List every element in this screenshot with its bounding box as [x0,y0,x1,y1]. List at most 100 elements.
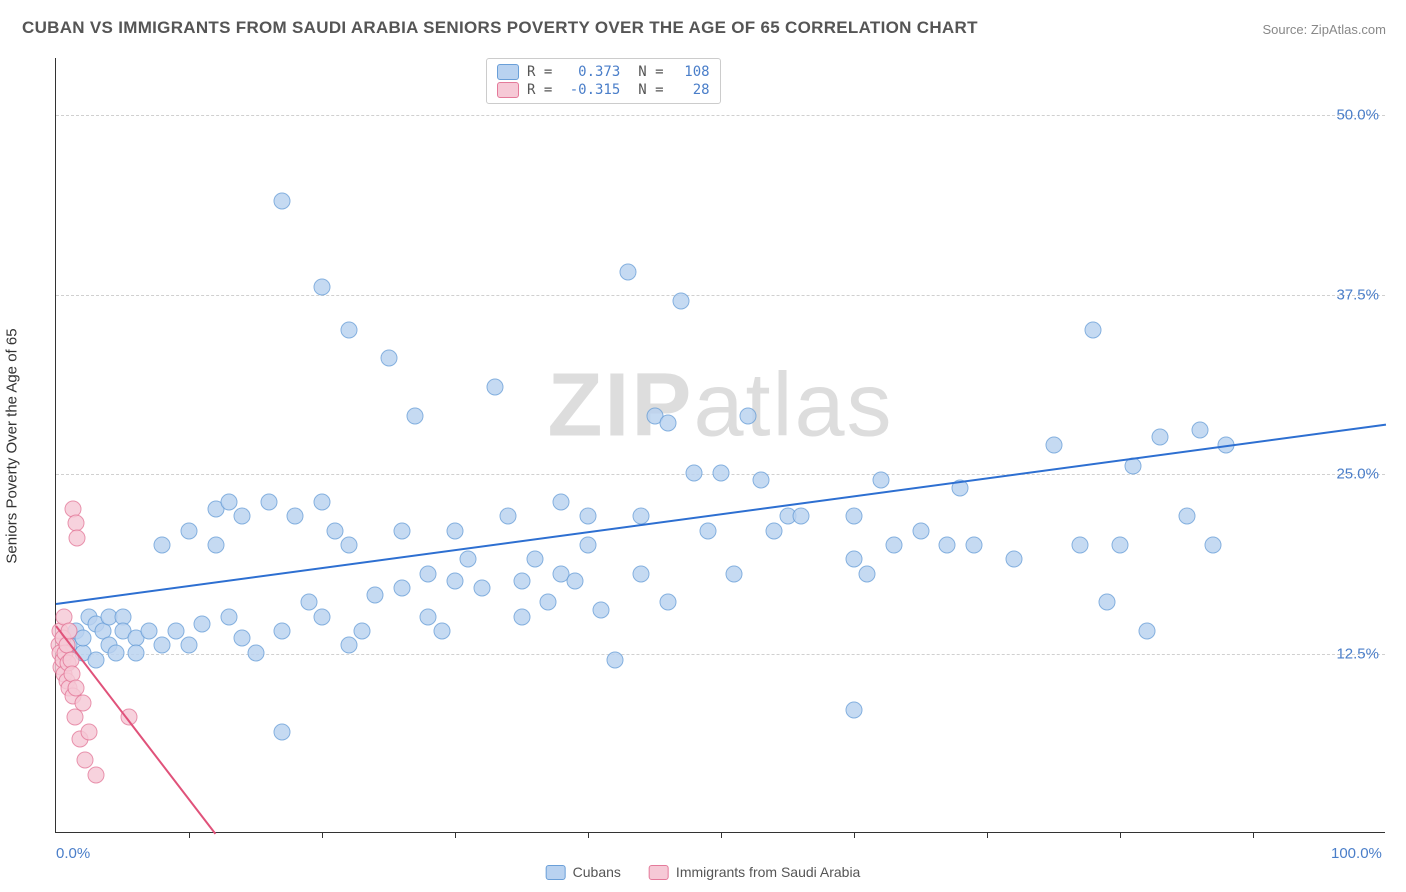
data-point [872,472,889,489]
watermark-light: atlas [693,356,893,456]
data-point [1098,594,1115,611]
data-point [553,493,570,510]
legend-label: Cubans [573,864,621,880]
data-point [513,608,530,625]
data-point [1005,551,1022,568]
data-point [699,522,716,539]
scatter-plot-area: ZIPatlas R =0.373N =108R =-0.315N =28 12… [55,58,1385,833]
x-tick-mark [588,832,589,838]
x-tick-mark [1120,832,1121,838]
x-tick-mark [721,832,722,838]
legend-swatch [546,865,566,880]
data-point [912,522,929,539]
source-attribution: Source: ZipAtlas.com [1262,22,1386,37]
data-point [659,414,676,431]
data-point [433,623,450,640]
n-value: 28 [672,82,710,98]
data-point [726,565,743,582]
data-point [500,508,517,525]
data-point [846,702,863,719]
data-point [247,644,264,661]
r-value: -0.315 [560,82,620,98]
data-point [194,615,211,632]
data-point [673,292,690,309]
data-point [513,572,530,589]
data-point [846,551,863,568]
data-point [580,508,597,525]
watermark: ZIPatlas [547,355,893,458]
gridline [56,295,1385,296]
y-tick-label: 37.5% [1336,286,1379,303]
data-point [1085,321,1102,338]
n-label: N = [638,64,663,80]
n-value: 108 [672,64,710,80]
legend-item: Immigrants from Saudi Arabia [649,864,860,880]
data-point [752,472,769,489]
data-point [353,623,370,640]
data-point [154,637,171,654]
data-point [420,565,437,582]
data-point [1178,508,1195,525]
data-point [686,465,703,482]
r-label: R = [527,82,552,98]
legend-swatch [497,82,519,98]
data-point [274,623,291,640]
data-point [287,508,304,525]
correlation-legend: R =0.373N =108R =-0.315N =28 [486,58,721,104]
data-point [540,594,557,611]
data-point [1151,429,1168,446]
data-point [181,637,198,654]
correlation-row: R =0.373N =108 [497,63,710,81]
data-point [593,601,610,618]
n-label: N = [638,82,663,98]
data-point [460,551,477,568]
r-label: R = [527,64,552,80]
x-tick-mark [854,832,855,838]
data-point [260,493,277,510]
data-point [393,522,410,539]
data-point [74,694,91,711]
x-tick-mark [322,832,323,838]
data-point [220,493,237,510]
data-point [619,264,636,281]
data-point [1138,623,1155,640]
correlation-row: R = -0.315 N = 28 [497,81,710,99]
source-link[interactable]: ZipAtlas.com [1311,22,1386,37]
data-point [1205,536,1222,553]
chart-title: CUBAN VS IMMIGRANTS FROM SAUDI ARABIA SE… [22,18,978,38]
legend-label: Immigrants from Saudi Arabia [676,864,860,880]
y-tick-label: 12.5% [1336,645,1379,662]
data-point [154,536,171,553]
data-point [220,608,237,625]
source-prefix: Source: [1262,22,1310,37]
data-point [407,407,424,424]
data-point [300,594,317,611]
data-point [340,536,357,553]
data-point [766,522,783,539]
data-point [127,644,144,661]
data-point [181,522,198,539]
data-point [1072,536,1089,553]
data-point [107,644,124,661]
data-point [486,379,503,396]
data-point [314,278,331,295]
legend-swatch [649,865,669,880]
data-point [340,321,357,338]
x-tick-mark [455,832,456,838]
data-point [69,529,86,546]
data-point [965,536,982,553]
data-point [340,637,357,654]
data-point [380,350,397,367]
data-point [633,565,650,582]
data-point [167,623,184,640]
y-tick-label: 25.0% [1336,466,1379,483]
data-point [566,572,583,589]
data-point [1112,536,1129,553]
data-point [859,565,876,582]
data-point [141,623,158,640]
data-point [207,536,224,553]
data-point [314,608,331,625]
data-point [274,192,291,209]
x-tick-label: 0.0% [56,845,90,862]
data-point [739,407,756,424]
